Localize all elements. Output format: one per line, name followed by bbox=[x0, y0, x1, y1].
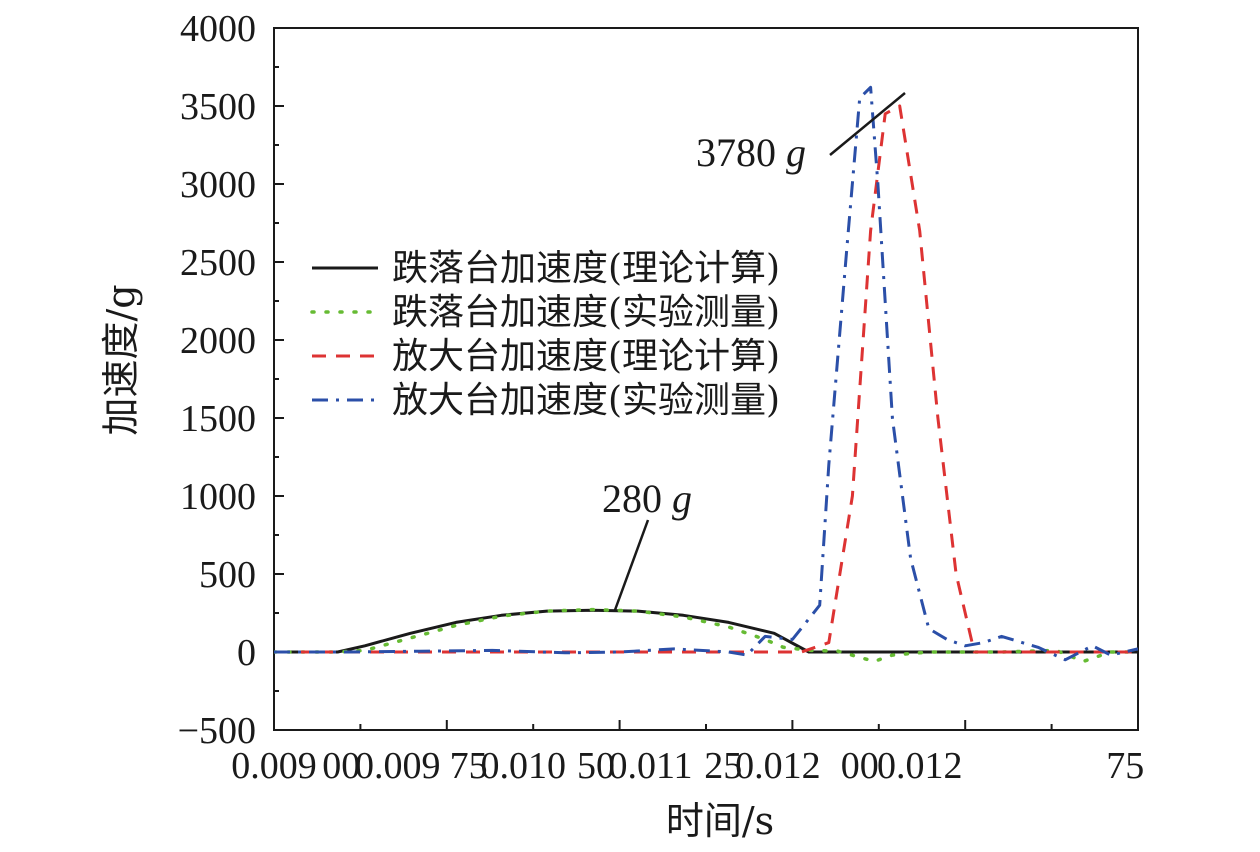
x-tick-label: 50 bbox=[577, 745, 615, 787]
legend: 跌落台加速度(理论计算)跌落台加速度(实验测量)放大台加速度(理论计算)放大台加… bbox=[310, 248, 780, 421]
y-tick-label: 4000 bbox=[180, 8, 256, 50]
series-line-1 bbox=[274, 608, 1138, 654]
legend-label-3: 放大台加速度(理论计算) bbox=[392, 336, 780, 377]
legend-label-2: 跌落台加速度(实验测量) bbox=[392, 292, 780, 333]
annotation-280: 280 g bbox=[602, 476, 692, 521]
x-tick-label: 0.009 bbox=[355, 745, 441, 787]
annotation-leader-3780 bbox=[829, 92, 906, 156]
x-tick-label: 25 bbox=[704, 745, 742, 787]
y-tick-label: 1000 bbox=[180, 476, 256, 518]
y-tick-label: 3000 bbox=[180, 164, 256, 206]
x-tick-label: 00 bbox=[322, 745, 360, 787]
y-tick-label: 500 bbox=[199, 554, 256, 596]
x-tick-label: 00 bbox=[841, 745, 879, 787]
x-tick-label: 75 bbox=[1106, 745, 1144, 787]
series-line-3 bbox=[274, 104, 1138, 654]
y-tick-label: 1500 bbox=[180, 398, 256, 440]
series-line-2 bbox=[274, 607, 1138, 664]
y-tick-label: 2000 bbox=[180, 320, 256, 362]
y-tick-label: 0 bbox=[237, 632, 256, 674]
x-axis-title: 时间/s bbox=[666, 799, 774, 843]
y-axis-title: 加速度/g bbox=[99, 284, 143, 435]
annotations: 3780 g 280 g bbox=[602, 92, 906, 611]
x-tick-label: 0.010 bbox=[480, 745, 566, 787]
annotation-leader-280 bbox=[613, 519, 650, 611]
x-tick-labels: 0.009 000.009 750.010 500.011 250.012 000.012… bbox=[231, 745, 1144, 787]
x-tick-label: 0.012 bbox=[877, 745, 963, 787]
y-tick-label: −500 bbox=[178, 710, 256, 752]
x-tick-label: 0.011 bbox=[608, 745, 692, 787]
series-layer bbox=[274, 85, 1138, 664]
y-tick-label: 3500 bbox=[180, 86, 256, 128]
y-tick-labels: 4000 3500 3000 2500 2000 1500 1000 500 0 −500 bbox=[178, 8, 256, 752]
annotation-3780: 3780 g bbox=[696, 130, 806, 175]
x-tick-label: 0.012 bbox=[735, 745, 821, 787]
x-tick-label: 0.009 bbox=[231, 745, 317, 787]
legend-label-4: 放大台加速度(实验测量) bbox=[392, 380, 780, 421]
legend-label-1: 跌落台加速度(理论计算) bbox=[392, 248, 780, 289]
x-tick-label: 75 bbox=[450, 745, 488, 787]
series-line-4 bbox=[274, 85, 1138, 662]
y-tick-label: 2500 bbox=[180, 242, 256, 284]
